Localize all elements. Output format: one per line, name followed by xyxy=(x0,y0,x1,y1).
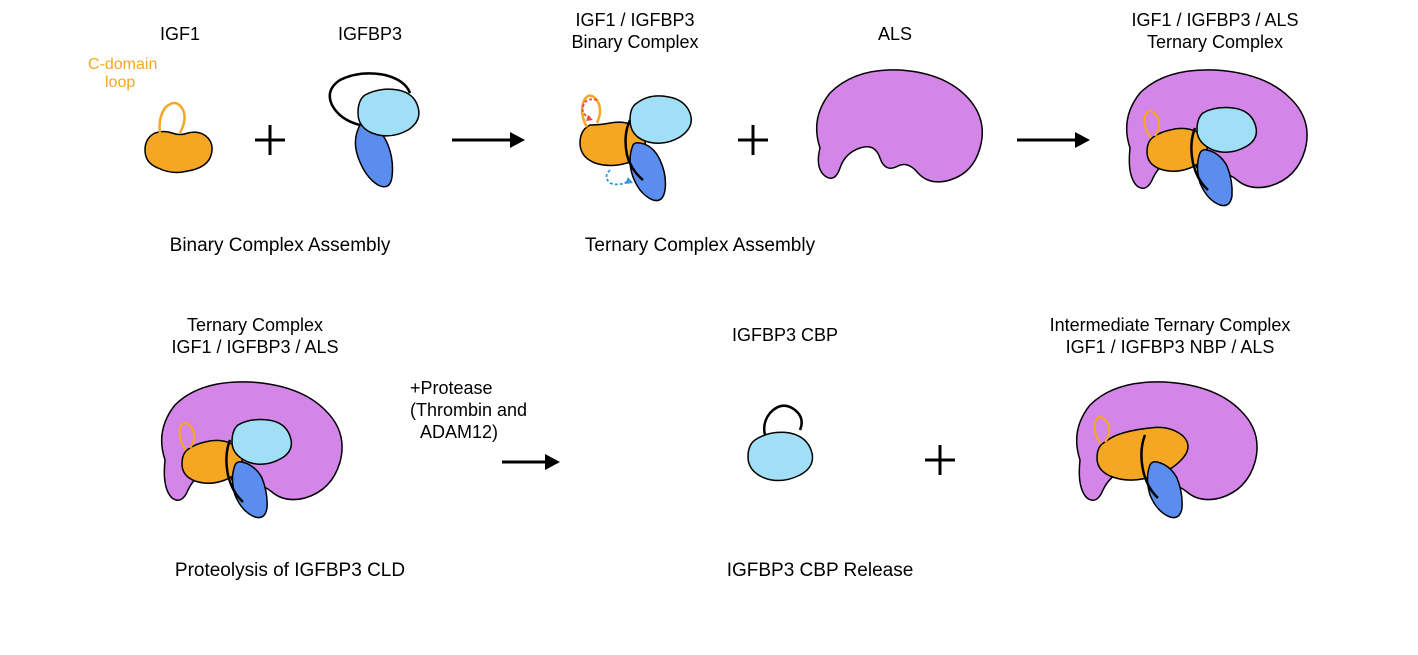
label-intermediate: Intermediate Ternary Complex xyxy=(1020,315,1320,336)
label-ternary-title: Ternary Complex xyxy=(130,315,380,336)
label-igfbp3: IGFBP3 xyxy=(320,24,420,45)
label-c-domain: C-domain xyxy=(88,56,178,74)
shape-als xyxy=(790,58,1000,218)
label-protease: +Protease xyxy=(410,378,560,399)
shape-ternary-complex xyxy=(1105,58,1325,228)
label-intermediate-sub: IGF1 / IGFBP3 NBP / ALS xyxy=(1020,337,1320,358)
shape-igf1 xyxy=(130,88,230,188)
label-igfbp3-cbp: IGFBP3 CBP xyxy=(700,325,870,346)
plus-sign-2 xyxy=(733,120,773,160)
arrow-1 xyxy=(450,128,525,152)
shape-ternary-complex-2 xyxy=(140,370,360,540)
shape-binary-complex xyxy=(555,65,715,215)
label-ternary-assembly: Ternary Complex Assembly xyxy=(560,235,840,257)
arrow-3 xyxy=(500,450,560,474)
label-proteolysis: Proteolysis of IGFBP3 CLD xyxy=(150,560,430,582)
label-igf1: IGF1 xyxy=(140,24,220,45)
label-protease-sub2: ADAM12) xyxy=(420,422,560,443)
plus-sign-3 xyxy=(920,440,960,480)
label-protease-sub1: (Thrombin and xyxy=(410,400,570,421)
label-cbp-release: IGFBP3 CBP Release xyxy=(680,560,960,582)
plus-sign-1 xyxy=(250,120,290,160)
label-binary-assembly: Binary Complex Assembly xyxy=(140,235,420,257)
shape-intermediate-complex xyxy=(1055,370,1275,540)
label-ternary-complex: IGF1 / IGFBP3 / ALS xyxy=(1095,10,1335,31)
label-ternary-title-sub: IGF1 / IGFBP3 / ALS xyxy=(130,337,380,358)
arrow-2 xyxy=(1015,128,1090,152)
label-binary-complex: IGF1 / IGFBP3 xyxy=(545,10,725,31)
shape-igfbp3-cbp xyxy=(720,385,850,505)
label-als: ALS xyxy=(855,24,935,45)
label-binary-complex-sub: Binary Complex xyxy=(545,32,725,53)
label-ternary-complex-sub: Ternary Complex xyxy=(1095,32,1335,53)
shape-igfbp3 xyxy=(310,65,440,205)
